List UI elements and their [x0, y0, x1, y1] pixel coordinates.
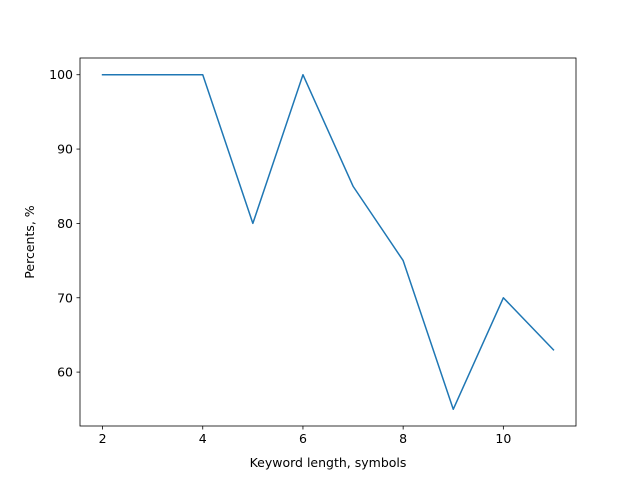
x-tick-label: 8 — [399, 431, 407, 446]
axes-frame — [79, 57, 577, 427]
x-tick-label: 2 — [99, 431, 107, 446]
y-tick-label: 60 — [57, 365, 73, 380]
y-tick-label: 70 — [57, 290, 73, 305]
y-tick-label: 90 — [57, 142, 73, 157]
plot-area — [101, 73, 555, 411]
x-tick-label: 6 — [299, 431, 307, 446]
axes: 2 4 6 8 10 60 70 80 90 100 — [49, 57, 577, 446]
x-tick-label: 4 — [199, 431, 207, 446]
y-tick-label: 80 — [57, 216, 73, 231]
y-axis-label: Percents, % — [22, 205, 37, 278]
y-tick-label: 100 — [49, 67, 73, 82]
x-axis-label: Keyword length, symbols — [250, 455, 407, 470]
series-line-1 — [101, 73, 555, 411]
x-tick-label: 10 — [495, 431, 511, 446]
